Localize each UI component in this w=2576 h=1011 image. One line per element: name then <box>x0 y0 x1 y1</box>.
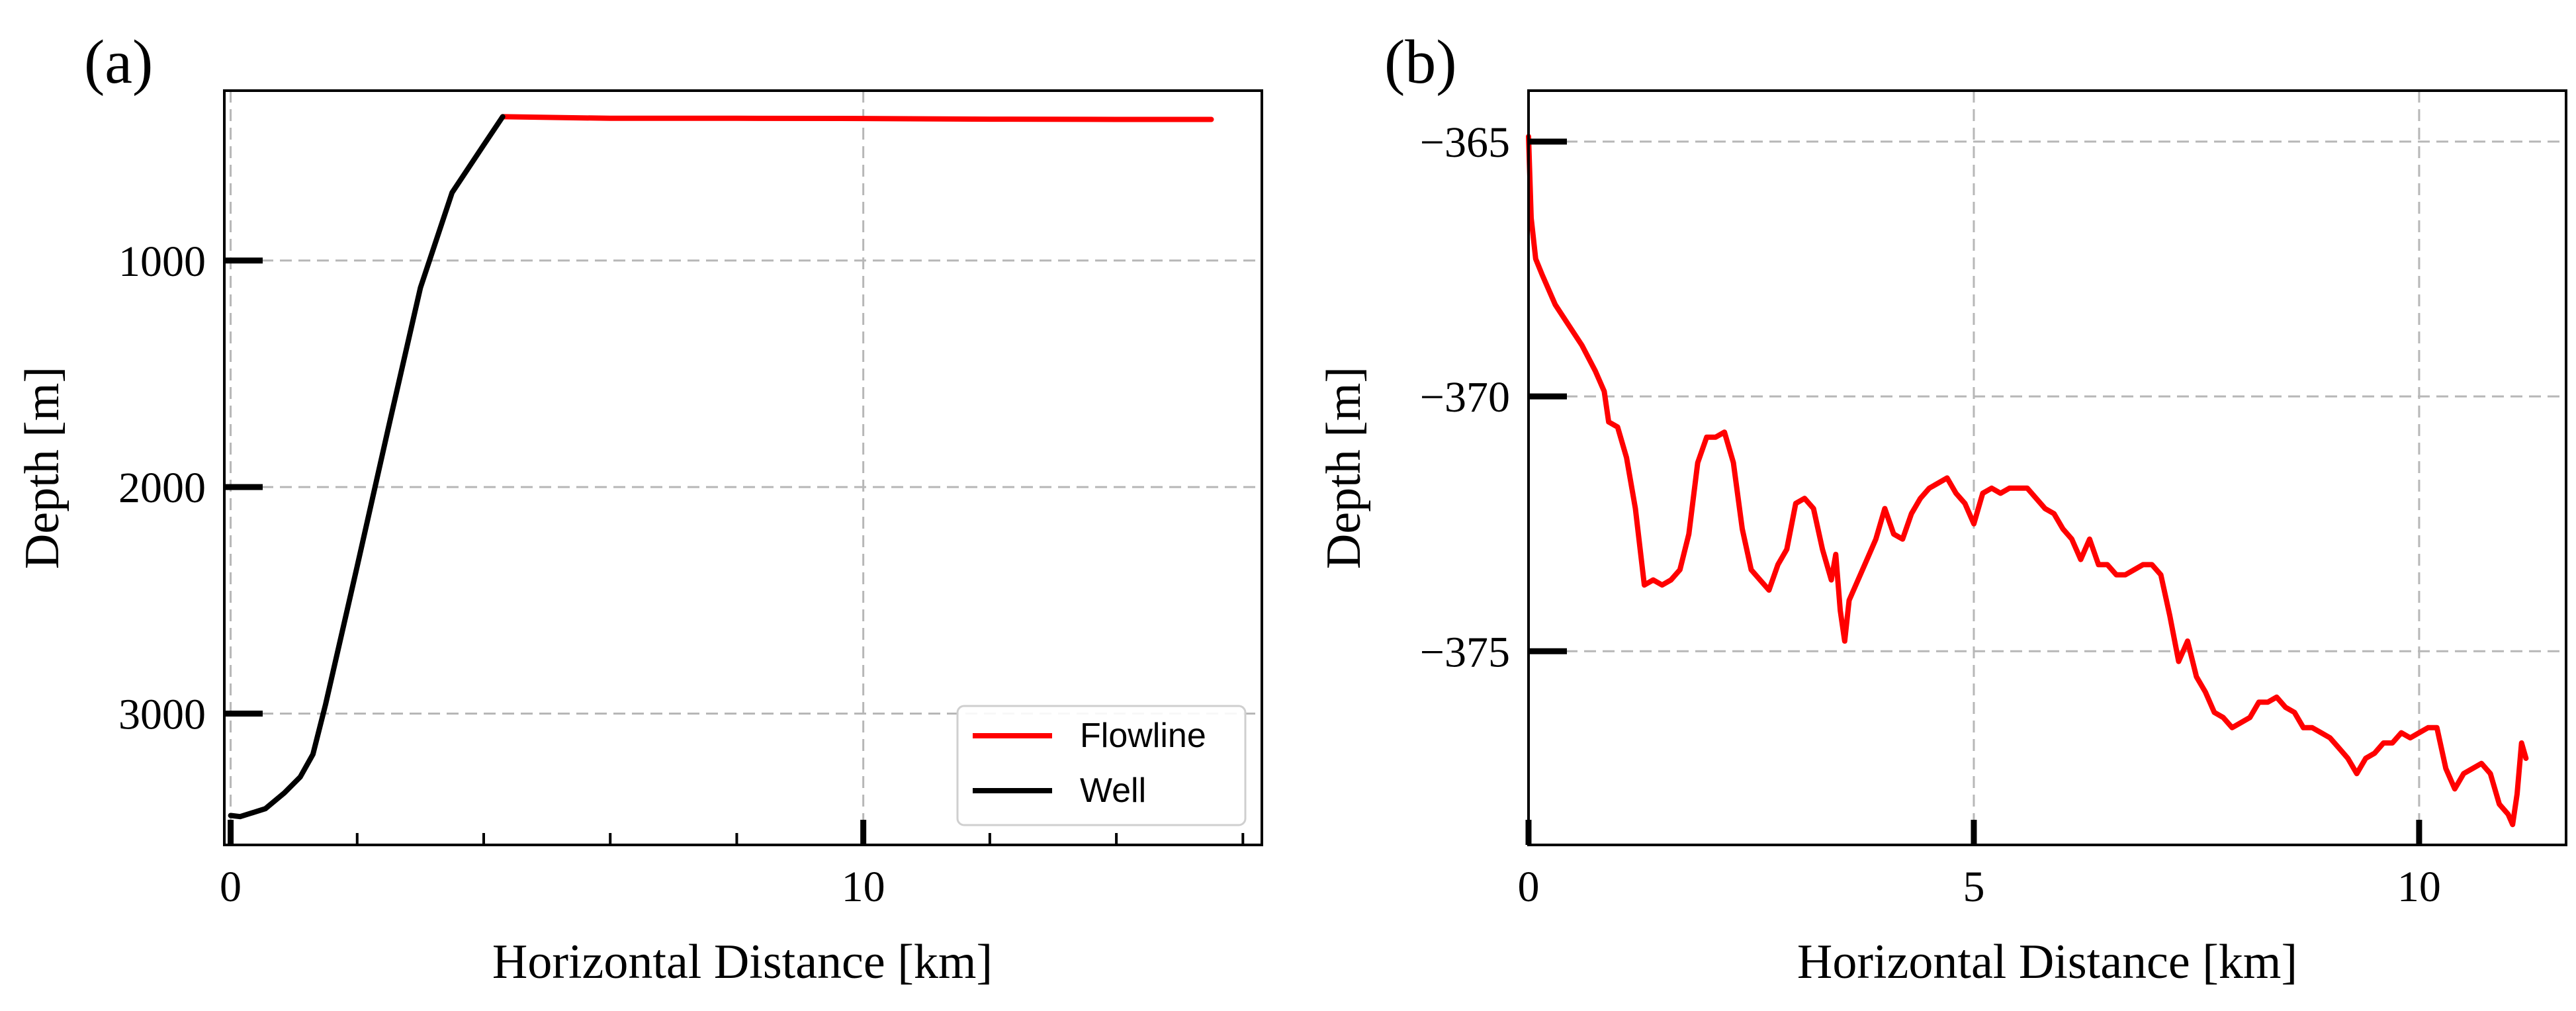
panel-b-plot-frame <box>1527 89 2567 846</box>
panel-b-grid <box>1529 91 2566 845</box>
panel-b-ticks: 0 5 10 −365 −370 −375 <box>1420 118 2441 911</box>
x-tick-label: 0 <box>1518 863 1540 911</box>
y-tick-label: 2000 <box>118 464 206 512</box>
x-tick-label: 10 <box>2397 863 2441 911</box>
panel-a-plot-frame <box>223 89 1263 846</box>
series-line-flowline <box>500 114 1214 122</box>
panel-a-xlabel: Horizontal Distance [km] <box>492 935 993 989</box>
panel-a-label: (a) <box>84 28 153 97</box>
panel-a-grid <box>224 91 1262 845</box>
x-tick-label: 10 <box>842 863 885 911</box>
x-tick-label: 0 <box>220 863 242 911</box>
x-tick-label: 5 <box>1963 863 1984 911</box>
legend-flowline-label: Flowline <box>1080 717 1206 755</box>
y-tick-label: −370 <box>1420 373 1510 421</box>
panel-b-xlabel: Horizontal Distance [km] <box>1797 935 2297 989</box>
y-tick-label: −375 <box>1420 628 1510 676</box>
panel-b: (b) 0 5 10 −365 −370 −375 Horizontal Distance… <box>1317 28 2567 989</box>
series-line-flowline <box>1526 134 2529 828</box>
legend-well-label: Well <box>1080 771 1146 810</box>
panel-a: (a) 0 10 1000 2000 3000 Flowline Well Horizo… <box>15 28 1263 989</box>
panel-a-legend: Flowline Well <box>956 705 1247 826</box>
panel-a-ticks: 0 10 1000 2000 3000 <box>118 238 1245 911</box>
series-line-well <box>228 114 506 820</box>
panel-a-ylabel: Depth [m] <box>15 367 69 569</box>
panel-a-series <box>228 114 1214 820</box>
panel-b-label: (b) <box>1384 28 1457 97</box>
y-tick-label: 1000 <box>118 238 206 286</box>
y-tick-label: 3000 <box>118 690 206 738</box>
y-tick-label: −365 <box>1420 118 1510 167</box>
panel-b-series <box>1526 134 2529 828</box>
panel-b-ylabel: Depth [m] <box>1317 367 1371 569</box>
